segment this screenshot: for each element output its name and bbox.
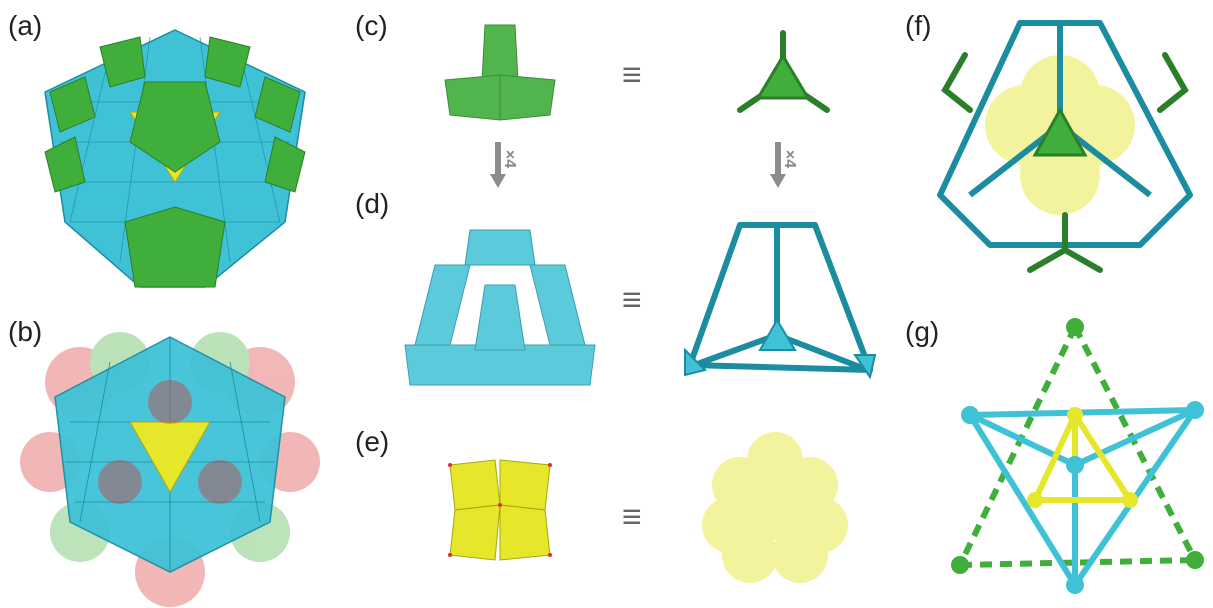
label-f: (f) bbox=[905, 10, 932, 41]
core-spacefill-e bbox=[702, 432, 848, 583]
label-a: (a) bbox=[8, 10, 43, 41]
cluster-polyhedra-a bbox=[44, 29, 306, 288]
trimer-polyhedra-c bbox=[444, 24, 556, 121]
tetrahedron-polyhedra-d bbox=[404, 229, 596, 386]
label-c: (c) bbox=[355, 10, 388, 41]
cluster-spacefill-b bbox=[20, 332, 320, 607]
trimer-simplified-c bbox=[737, 30, 830, 113]
equivalence-symbol-c: ≡ bbox=[622, 56, 642, 94]
composite-model-f bbox=[937, 20, 1193, 273]
down-arrow-right bbox=[770, 142, 786, 188]
multiplier-right: ×4 bbox=[781, 149, 799, 169]
topology-model-g bbox=[951, 318, 1204, 594]
label-e: (e) bbox=[355, 426, 390, 457]
tetrahedron-wireframe-d bbox=[684, 222, 877, 380]
equivalence-symbol-e: ≡ bbox=[622, 498, 642, 536]
label-b: (b) bbox=[8, 316, 43, 347]
multiplier-left: ×4 bbox=[501, 149, 519, 169]
equivalence-symbol-d: ≡ bbox=[622, 281, 642, 319]
label-g: (g) bbox=[905, 316, 940, 347]
label-d: (d) bbox=[355, 188, 390, 219]
core-polyhedra-e bbox=[448, 459, 552, 561]
down-arrow-left bbox=[490, 142, 506, 188]
